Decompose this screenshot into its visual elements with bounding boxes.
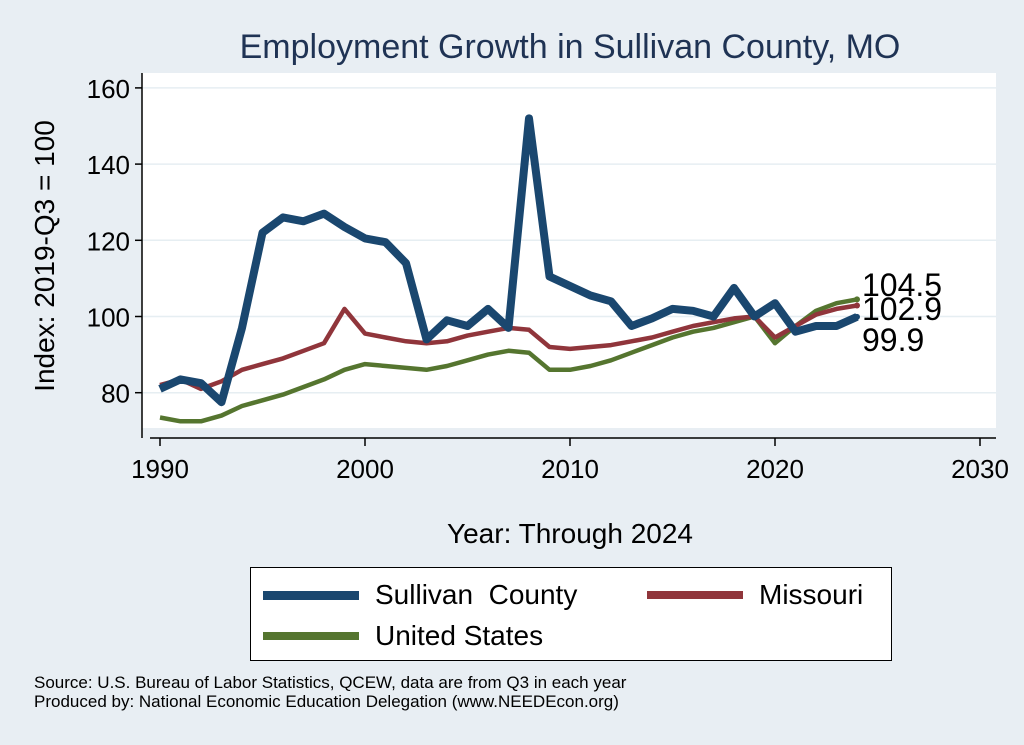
end-label: 102.9: [862, 291, 942, 327]
legend-item-united-states: United States: [263, 620, 543, 652]
plot-area: [142, 73, 996, 428]
y-tick-label: 100: [87, 303, 130, 333]
y-tick-label: 140: [87, 150, 130, 180]
series-line-sullivan-county: [158, 114, 859, 407]
end-marker: [854, 313, 860, 320]
end-label: 99.9: [862, 322, 924, 358]
legend-label-united-states: United States: [375, 620, 544, 651]
series-line-united-states: [159, 297, 858, 424]
legend-swatch-missouri: [647, 591, 743, 599]
x-tick-label: 2030: [951, 454, 1009, 484]
legend-swatch-sullivan: [263, 590, 359, 600]
chart-title: Employment Growth in Sullivan County, MO: [239, 28, 901, 66]
legend-item-sullivan: Sullivan County: [263, 579, 577, 611]
source-note: Source: U.S. Bureau of Labor Statistics,…: [34, 673, 626, 711]
legend: Sullivan County Missouri United States: [250, 567, 892, 661]
end-marker: [854, 302, 860, 309]
legend-swatch-united-states: [263, 632, 359, 640]
y-axis-label: Index: 2019-Q3 = 100: [29, 120, 60, 392]
end-label: 104.5: [862, 267, 942, 303]
y-tick-label: 120: [87, 226, 130, 256]
y-tick-label: 80: [101, 379, 130, 409]
source-line: Source: U.S. Bureau of Labor Statistics,…: [34, 673, 627, 692]
x-tick-label: 2010: [541, 454, 599, 484]
axes: 80 100 120 140 160 1990 2000 2010 2020 2030: [87, 73, 1009, 484]
legend-item-missouri: Missouri: [647, 579, 863, 611]
x-tick-label: 1990: [131, 454, 189, 484]
producer-line: Produced by: National Economic Education…: [34, 692, 619, 711]
end-marker: [854, 296, 860, 303]
x-tick-label: 2000: [336, 454, 394, 484]
legend-label-missouri: Missouri: [759, 579, 864, 610]
legend-label-sullivan: Sullivan County: [375, 579, 578, 610]
series-lines: [158, 114, 859, 424]
y-tick-label: 160: [87, 74, 130, 104]
x-tick-label: 2020: [746, 454, 804, 484]
x-axis-label: Year: Through 2024: [447, 518, 693, 549]
